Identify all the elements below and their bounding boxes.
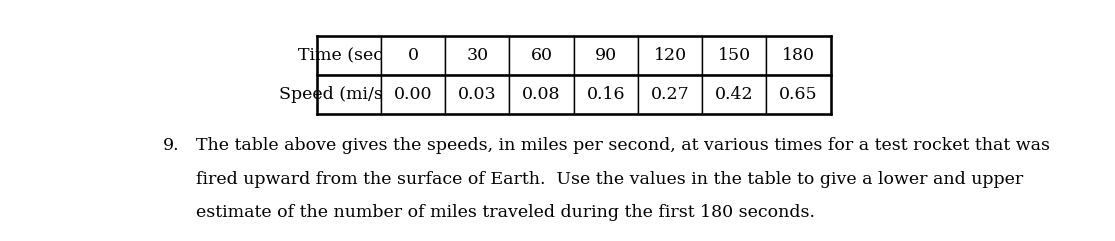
- Text: 9.: 9.: [163, 137, 180, 154]
- Text: The table above gives the speeds, in miles per second, at various times for a te: The table above gives the speeds, in mil…: [195, 137, 1049, 154]
- Text: fired upward from the surface of Earth.  Use the values in the table to give a l: fired upward from the surface of Earth. …: [195, 171, 1022, 188]
- Text: estimate of the number of miles traveled during the first 180 seconds.: estimate of the number of miles traveled…: [195, 204, 815, 221]
